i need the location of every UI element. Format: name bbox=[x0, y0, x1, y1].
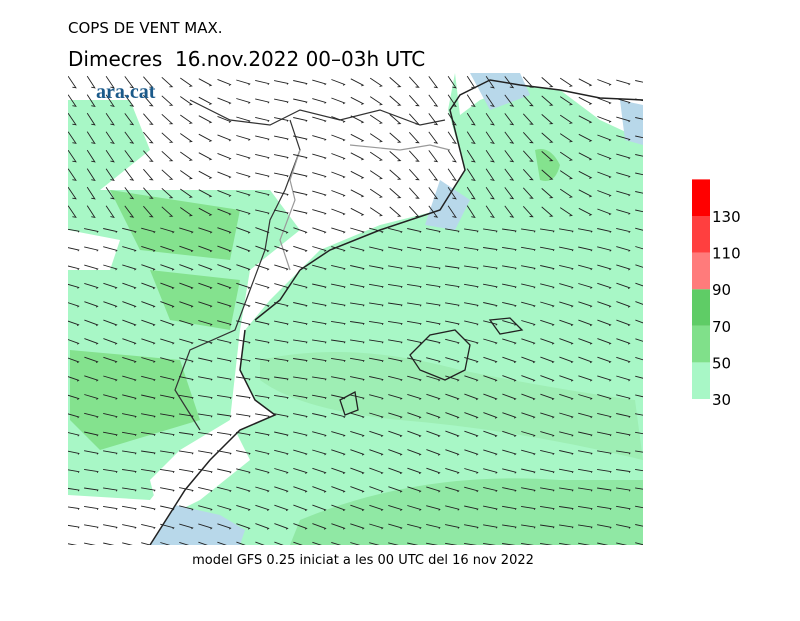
colorbar-segment bbox=[692, 179, 710, 216]
colorbar-label: 130 bbox=[712, 208, 741, 226]
island bbox=[339, 317, 524, 416]
colorbar-segment bbox=[692, 362, 710, 399]
colorbar-label: 30 bbox=[712, 391, 731, 409]
wind-barb bbox=[68, 75, 643, 545]
wind-zone bbox=[260, 352, 643, 460]
colorbar-label: 70 bbox=[712, 318, 731, 336]
title: COPS DE VENT MAX. bbox=[68, 19, 223, 37]
border bbox=[279, 144, 451, 271]
colorbar-label: 110 bbox=[712, 245, 741, 263]
wind-zone bbox=[535, 149, 560, 181]
coastline bbox=[254, 79, 643, 321]
logo: ara.cat bbox=[96, 81, 156, 103]
colorbar: 30 50 70 90 110 130 bbox=[692, 179, 741, 409]
colorbar-segment bbox=[692, 289, 710, 326]
cold-zone bbox=[425, 73, 643, 230]
colorbar-segment bbox=[692, 252, 710, 290]
land bbox=[68, 230, 250, 520]
colorbar-label: 90 bbox=[712, 281, 731, 299]
colorbar-segment bbox=[692, 216, 710, 253]
wind-zone bbox=[70, 190, 240, 450]
border bbox=[174, 99, 446, 431]
subtitle: Dimecres 16.nov.2022 00–03h UTC bbox=[68, 47, 425, 71]
map bbox=[68, 73, 643, 545]
wind-zone bbox=[68, 100, 150, 190]
footer: model GFS 0.25 iniciat a les 00 UTC del … bbox=[192, 553, 534, 568]
wind-barbs bbox=[68, 75, 643, 545]
cold-zone bbox=[150, 505, 245, 545]
colorbar-segment bbox=[692, 325, 710, 363]
coastline bbox=[149, 329, 277, 545]
wind-zone bbox=[290, 478, 643, 545]
colorbar-label: 50 bbox=[712, 354, 731, 372]
